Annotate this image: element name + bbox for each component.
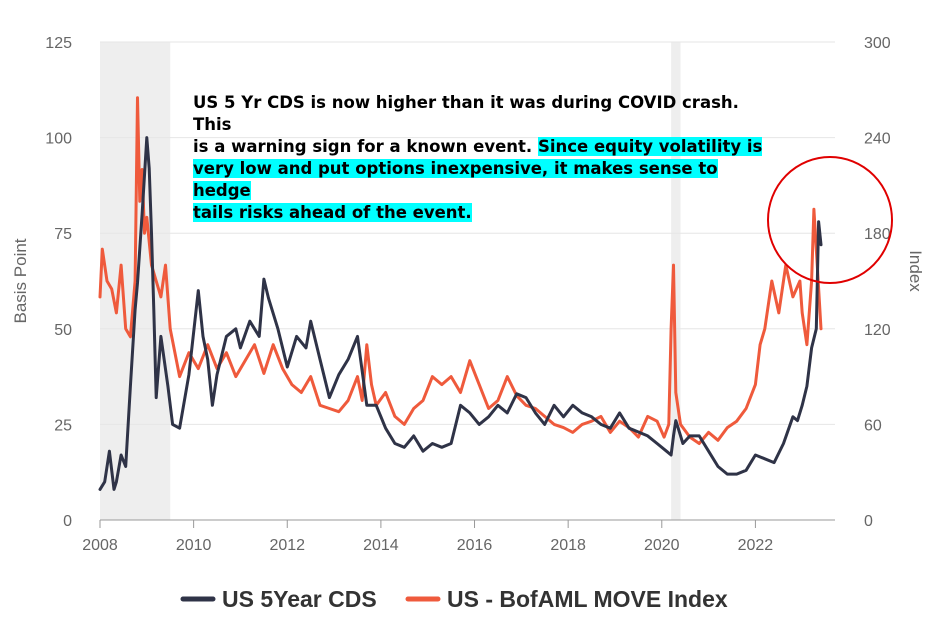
series-line-cds (98, 136, 823, 491)
x-tick-label: 2020 (644, 537, 680, 554)
x-tick-label: 2010 (176, 537, 212, 554)
y2-tick-label: 60 (864, 417, 882, 434)
annotation-line-4: tails risks ahead of the event. (193, 202, 773, 224)
series-line-move (98, 96, 823, 445)
shaded-period-1 (671, 42, 681, 520)
annotation-line-2-plain: is a warning sign for a known event. (193, 137, 538, 156)
y-tick-label: 125 (45, 35, 72, 52)
y-tick-label: 50 (54, 322, 72, 339)
annotation-line-3-highlight: very low and put options inexpensive, it… (193, 159, 718, 200)
y2-tick-label: 0 (864, 513, 873, 530)
x-tick-label: 2018 (550, 537, 586, 554)
y-tick-label: 0 (63, 513, 72, 530)
annotation-line-3: very low and put options inexpensive, it… (193, 158, 773, 202)
y2-axis-title: Index (906, 250, 925, 292)
annotation-line-1: US 5 Yr CDS is now higher than it was du… (193, 93, 739, 134)
legend-label-cds: US 5Year CDS (222, 586, 377, 612)
y-tick-label: 75 (54, 226, 72, 243)
legend-label-move: US - BofAML MOVE Index (447, 586, 728, 612)
x-tick-label: 2014 (363, 537, 399, 554)
y-tick-label: 25 (54, 417, 72, 434)
annotation-line-2: is a warning sign for a known event. Sin… (193, 136, 773, 158)
y-tick-label: 100 (45, 131, 72, 148)
y2-tick-label: 120 (864, 322, 891, 339)
y2-tick-label: 240 (864, 131, 891, 148)
x-tick-label: 2016 (457, 537, 493, 554)
y2-tick-label: 300 (864, 35, 891, 52)
annotation-line-2-highlight: Since equity volatility is (537, 137, 763, 156)
annotation-line-4-highlight: tails risks ahead of the event. (193, 203, 472, 222)
y2-tick-label: 180 (864, 226, 891, 243)
annotation-text: US 5 Yr CDS is now higher than it was du… (193, 92, 773, 224)
x-tick-label: 2022 (738, 537, 774, 554)
highlight-circle (767, 156, 893, 284)
y-axis-title: Basis Point (11, 238, 30, 323)
x-tick-label: 2012 (269, 537, 305, 554)
x-tick-label: 2008 (82, 537, 118, 554)
